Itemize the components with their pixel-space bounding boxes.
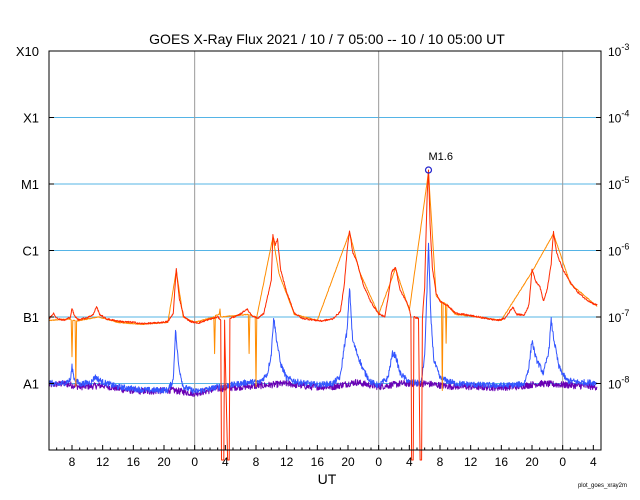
x-tick-label: 0: [375, 455, 382, 469]
x-tick-label: 16: [495, 455, 509, 469]
flare-class-label: A1: [23, 377, 39, 392]
flux-axis-label: 10-7: [608, 308, 629, 325]
flare-class-label: X10: [16, 44, 39, 59]
chart-title: GOES X-Ray Flux 2021 / 10 / 7 05:00 -- 1…: [149, 31, 505, 47]
grid-lines: [49, 51, 601, 450]
flare-class-label: X1: [23, 111, 39, 126]
flux-series-line: [48, 169, 598, 461]
flux-axis-label: 10-5: [608, 175, 629, 192]
flux-axis-exponent: -4: [621, 109, 629, 119]
flux-axis-exponent: -6: [621, 242, 629, 252]
x-tick-label: 12: [96, 455, 110, 469]
x-tick-label: 4: [406, 455, 413, 469]
flux-axis-mantissa: 10: [608, 178, 622, 192]
flare-class-label: B1: [23, 310, 39, 325]
x-tick-label: 20: [157, 455, 171, 469]
x-tick-label: 12: [280, 455, 294, 469]
footer-label: plot_goes_xray2m: [578, 483, 627, 489]
flux-axis-label: 10-6: [608, 242, 629, 259]
x-tick-label: 8: [437, 455, 444, 469]
flux-axis-mantissa: 10: [608, 311, 622, 325]
peak-marker: [424, 166, 433, 174]
flux-axis-mantissa: 10: [608, 45, 622, 59]
x-tick-label: 16: [127, 455, 141, 469]
x-tick-label: 0: [191, 455, 198, 469]
x-tick-label: 4: [590, 455, 597, 469]
peak-label: M1.6: [429, 151, 453, 163]
flux-axis-exponent: -5: [621, 175, 629, 185]
flux-axis-exponent: -7: [621, 308, 629, 318]
x-tick-label: 20: [525, 455, 539, 469]
annotation-layer: M1.6: [424, 151, 453, 174]
flux-axis-exponent: -8: [621, 375, 629, 385]
flare-class-label: C1: [22, 244, 39, 259]
x-axis-label: UT: [318, 471, 337, 487]
x-tick-label: 16: [311, 455, 325, 469]
x-tick-label: 20: [341, 455, 355, 469]
x-tick-label: 8: [253, 455, 260, 469]
flux-axis-mantissa: 10: [608, 112, 622, 126]
flux-axis-mantissa: 10: [608, 378, 622, 392]
axis-layer: 8 12 16 20 0 4 8 12 16 20 0 4 8 12 16 20 0 4 A1 B1 C1 M1 X1 X10…: [16, 42, 630, 469]
x-tick-label: 0: [559, 455, 566, 469]
flux-series-line: [48, 242, 598, 394]
flux-axis-mantissa: 10: [608, 245, 622, 259]
x-tick-label: 12: [464, 455, 478, 469]
series-layer: [48, 169, 598, 461]
flare-class-label: M1: [21, 177, 39, 192]
flux-axis-label: 10-8: [608, 375, 629, 392]
flux-axis-exponent: -3: [621, 42, 629, 52]
x-tick-label: 4: [222, 455, 229, 469]
flux-series-line: [48, 171, 598, 391]
x-tick-label: 8: [69, 455, 76, 469]
flux-axis-label: 10-4: [608, 109, 629, 126]
flux-axis-label: 10-3: [608, 42, 629, 59]
